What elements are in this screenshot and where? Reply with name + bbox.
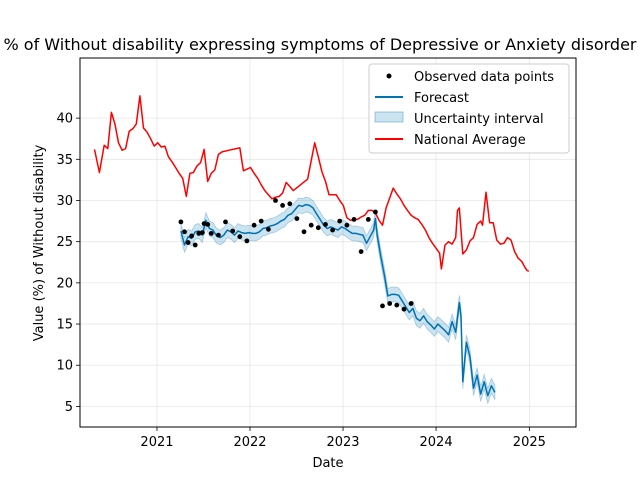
observed-point: [294, 216, 300, 222]
observed-point: [182, 229, 187, 235]
observed-point: [337, 218, 343, 224]
y-tick-label: 40: [56, 112, 73, 127]
observed-point: [216, 232, 221, 238]
observed-point: [251, 222, 257, 228]
uncertainty-interval-band: [180, 196, 496, 405]
observed-point: [315, 225, 321, 231]
observed-point: [408, 301, 414, 306]
observed-point: [301, 229, 307, 235]
y-tick-label: 5: [65, 400, 73, 415]
y-axis: 5 10 15 20 25 30 35 40: [56, 112, 80, 415]
observed-point: [280, 203, 285, 208]
observed-point: [230, 228, 236, 234]
observed-point: [351, 217, 357, 222]
legend: Observed data points Forecast Uncertaint…: [368, 63, 570, 154]
y-tick-label: 20: [56, 276, 73, 291]
observed-point: [192, 242, 198, 248]
observed-point: [201, 221, 207, 227]
x-tick-label: 2025: [513, 435, 546, 450]
observed-point: [287, 201, 293, 207]
observed-points-layer: [178, 198, 414, 312]
observed-point: [365, 217, 371, 222]
y-tick-label: 30: [56, 194, 73, 209]
y-tick-label: 35: [56, 153, 73, 168]
forecast-line: [180, 203, 496, 397]
legend-interval-label: Uncertainty interval: [414, 112, 544, 127]
observed-point: [237, 234, 243, 240]
y-tick-label: 25: [56, 235, 73, 250]
chart-title: % of Without disability expressing sympt…: [4, 35, 637, 54]
observed-point: [178, 219, 184, 225]
observed-point: [266, 226, 271, 232]
y-tick-label: 10: [56, 359, 73, 374]
x-tick-label: 2022: [233, 435, 266, 450]
legend-observed-label: Observed data points: [414, 70, 554, 85]
observed-point: [189, 233, 195, 239]
uncertainty-band-layer: [180, 196, 496, 405]
observed-point: [387, 301, 393, 306]
observed-point: [258, 218, 264, 224]
observed-point: [394, 302, 400, 308]
legend-interval-swatch: [374, 111, 404, 123]
observed-point: [358, 249, 364, 255]
observed-point: [308, 222, 314, 228]
plot-frame: [79, 57, 577, 428]
x-axis-label: Date: [312, 456, 343, 471]
observed-point: [273, 198, 278, 203]
x-tick-label: 2023: [326, 435, 359, 450]
observed-point: [373, 209, 378, 215]
x-axis: 2021 2022 2023 2024 2025: [140, 427, 546, 450]
observed-point: [223, 219, 228, 225]
x-tick-label: 2024: [420, 435, 453, 450]
observed-point: [208, 231, 214, 236]
y-tick-label: 15: [56, 318, 73, 333]
national-average-layer: [93, 95, 530, 272]
observed-point: [244, 238, 250, 244]
x-tick-label: 2021: [140, 435, 173, 450]
legend-observed-marker: [386, 73, 392, 79]
observed-point: [199, 230, 205, 236]
legend-national-label: National Average: [414, 133, 526, 148]
legend-forecast-label: Forecast: [414, 91, 469, 106]
observed-point: [205, 222, 211, 227]
forecast-layer: [180, 203, 496, 397]
observed-point: [185, 240, 191, 245]
observed-point: [380, 303, 385, 309]
observed-point: [330, 227, 335, 233]
national-average-line: [93, 95, 530, 272]
y-axis-label: Value (%) of Without disability: [32, 144, 47, 341]
legend-box: [368, 63, 570, 154]
observed-point: [344, 222, 350, 228]
observed-point: [401, 306, 407, 312]
observed-point: [323, 222, 328, 227]
